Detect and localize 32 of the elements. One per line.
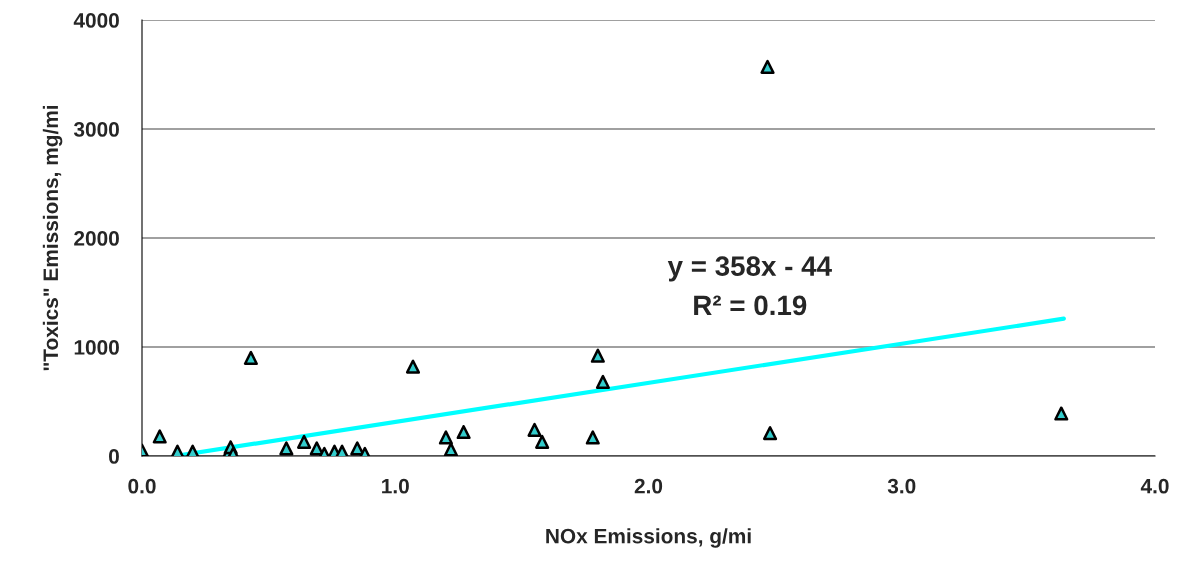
annotation: R² = 0.19 [694, 295, 807, 316]
point [279, 441, 294, 456]
y-tick-label: 2000 [74, 231, 119, 246]
point [152, 429, 167, 444]
point [297, 434, 312, 449]
x-axis-title: NOx Emissions, g/mi [546, 528, 751, 548]
y-tick-label: 0 [109, 449, 119, 464]
point [456, 424, 471, 440]
x-tick-label: 0.0 [128, 478, 156, 494]
x-tick-label: 4.0 [1140, 478, 1169, 494]
x-tick-label: 2.0 [634, 478, 663, 494]
y-tick-label: 1000 [74, 340, 119, 355]
point [1054, 406, 1069, 421]
point [443, 442, 459, 456]
point [309, 441, 324, 456]
point [590, 348, 605, 363]
point [438, 430, 453, 445]
point [405, 359, 421, 374]
x-tick-label: 3.0 [887, 478, 916, 494]
y-tick-label: 3000 [73, 122, 119, 137]
point [535, 434, 550, 449]
y-axis-title: "Toxics" Emissions, mg/mi [42, 105, 63, 371]
point [350, 441, 365, 456]
x-tick-label: 1.0 [382, 478, 409, 494]
point [243, 350, 258, 365]
point [595, 374, 610, 389]
y-tick-label: 4000 [73, 13, 119, 28]
annotation: y = 358x - 44 [667, 256, 832, 282]
point [585, 430, 600, 445]
point [763, 426, 778, 441]
point [527, 422, 542, 437]
point [760, 59, 775, 74]
